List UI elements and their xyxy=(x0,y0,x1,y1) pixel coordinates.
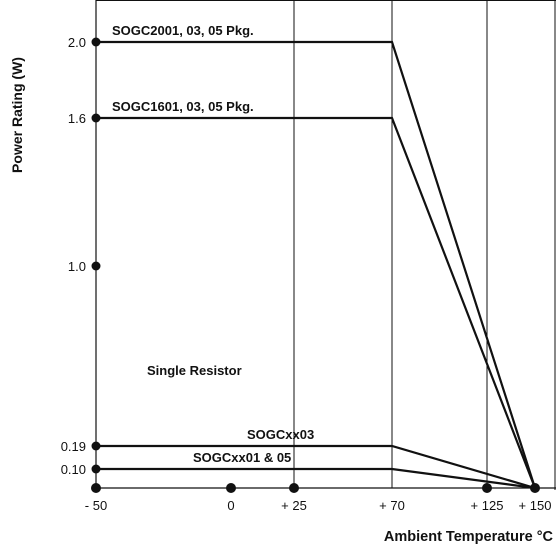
vertical-gridlines xyxy=(293,0,488,488)
series-line xyxy=(96,116,537,489)
series-lines xyxy=(96,40,537,490)
x-tick-dot xyxy=(226,483,236,493)
series-line xyxy=(96,467,536,490)
x-tick-label: 0 xyxy=(227,498,234,513)
series-label: SOGCxx01 & 05 xyxy=(193,450,291,465)
y-tick-label: 0.19 xyxy=(61,439,86,454)
x-tick-label: + 25 xyxy=(281,498,307,513)
annotation-single-resistor: Single Resistor xyxy=(147,363,242,378)
series-label: SOGC2001, 03, 05 Pkg. xyxy=(112,23,254,38)
x-tick-label: + 70 xyxy=(379,498,405,513)
x-tick-dot xyxy=(482,483,492,493)
x-tick-dots xyxy=(91,483,540,493)
x-tick-label: + 125 xyxy=(471,498,504,513)
y-tick-dot xyxy=(91,113,101,123)
x-tick-dot xyxy=(91,483,101,493)
x-tick-dot xyxy=(289,483,299,493)
y-axis-title: Power Rating (W) xyxy=(9,57,25,173)
plot-frame xyxy=(95,0,556,490)
series-labels: SOGC2001, 03, 05 Pkg. SOGC1601, 03, 05 Pk… xyxy=(112,23,314,465)
x-tick-label: - 50 xyxy=(85,498,107,513)
series-line xyxy=(96,444,536,490)
y-tick-labels: 2.0 1.6 1.0 0.19 0.10 xyxy=(61,35,86,477)
y-tick-label: 1.0 xyxy=(68,259,86,274)
y-tick-label: 0.10 xyxy=(61,462,86,477)
y-tick-dot xyxy=(91,261,101,271)
y-tick-dots xyxy=(91,37,101,474)
y-tick-dot xyxy=(91,37,101,47)
y-tick-label: 1.6 xyxy=(68,111,86,126)
series-label: SOGC1601, 03, 05 Pkg. xyxy=(112,99,254,114)
x-tick-labels: - 50 0 + 25 + 70 + 125 + 150 xyxy=(85,498,552,513)
x-tick-label: + 150 xyxy=(519,498,552,513)
y-tick-label: 2.0 xyxy=(68,35,86,50)
series-label: SOGCxx03 xyxy=(247,427,314,442)
x-tick-dot xyxy=(530,483,540,493)
y-tick-dot xyxy=(91,441,101,451)
y-tick-dot xyxy=(91,464,101,474)
series-line xyxy=(96,40,537,489)
x-axis-title: Ambient Temperature °C xyxy=(384,529,554,545)
